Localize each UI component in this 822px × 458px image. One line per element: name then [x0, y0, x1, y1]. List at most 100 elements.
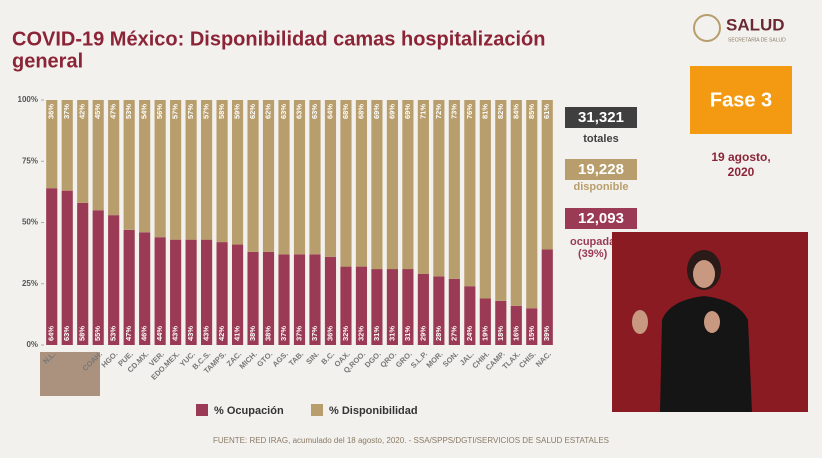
value-label: 32% — [341, 326, 350, 341]
value-label: 71% — [418, 104, 427, 119]
x-tick-label: CHIS. — [517, 349, 538, 370]
bar-segment — [340, 100, 352, 267]
bar-segment — [355, 266, 368, 345]
bar-segment — [526, 100, 538, 309]
stat-value: 31,321 — [578, 109, 624, 126]
bar-segment — [77, 100, 89, 203]
phase: Fase 3 — [710, 89, 772, 111]
y-tick-label: 50% — [22, 218, 38, 227]
bar-segment — [231, 100, 244, 245]
value-label: 31% — [372, 326, 381, 341]
title: COVID-19 México: Disponibilidad camas ho… — [12, 28, 545, 50]
value-label: 32% — [356, 326, 365, 341]
value-label: 42% — [217, 326, 226, 341]
bar-segment — [139, 232, 151, 345]
x-tick-label: S.L.P. — [409, 349, 429, 369]
bar-segment — [61, 100, 73, 191]
x-tick-label: NAC. — [534, 349, 553, 368]
bar-segment — [510, 100, 522, 306]
bar-segment — [139, 100, 151, 233]
value-label: 31% — [387, 326, 396, 341]
value-label: 64% — [325, 104, 334, 119]
stat-box — [565, 159, 637, 180]
bar-segment — [77, 202, 89, 345]
value-label: 72% — [434, 104, 443, 119]
value-label: 37% — [310, 326, 319, 341]
value-label: 36% — [47, 104, 56, 119]
x-tick-label: GTO. — [255, 349, 274, 368]
bar-segment — [448, 100, 460, 279]
legend-swatch — [311, 404, 323, 416]
value-label: 16% — [511, 326, 520, 341]
value-label: 38% — [248, 326, 257, 341]
bar-segment — [355, 100, 368, 267]
bar-segment — [92, 100, 104, 211]
bar-segment — [448, 278, 460, 345]
value-label: 61% — [542, 104, 551, 119]
bar-segment — [371, 100, 383, 270]
bar-segment — [433, 100, 445, 277]
bar-segment — [386, 269, 398, 345]
title: general — [12, 50, 83, 72]
bar-segment — [123, 229, 135, 345]
value-label: 62% — [248, 104, 257, 119]
y-tick-label: 0% — [26, 340, 38, 349]
bar-segment — [386, 100, 398, 270]
hand — [704, 311, 720, 333]
value-label: 69% — [403, 104, 412, 119]
value-label: 63% — [310, 104, 319, 119]
bar-segment — [402, 100, 414, 270]
stat-box — [565, 208, 637, 229]
y-tick-label: 100% — [18, 95, 38, 104]
value-label: 62% — [264, 104, 273, 119]
value-label: 68% — [341, 104, 350, 119]
y-tick-label: 75% — [22, 156, 38, 165]
value-label: 42% — [78, 104, 87, 119]
bar-segment — [247, 251, 259, 345]
x-tick-label: MICH. — [237, 349, 258, 370]
value-label: 27% — [449, 326, 458, 341]
x-tick-label: MOR. — [424, 349, 444, 369]
hand — [632, 310, 648, 334]
bar-segment — [216, 100, 228, 243]
x-tick-label: SON. — [441, 349, 460, 368]
bar-segment — [231, 244, 244, 345]
bar-segment — [278, 254, 290, 345]
legend-swatch — [196, 404, 208, 416]
value-label: 81% — [480, 104, 489, 119]
x-tick-label: AGS. — [270, 349, 289, 368]
bar-segment — [495, 300, 507, 345]
date: 19 agosto, — [711, 150, 770, 164]
bar-segment — [402, 269, 414, 345]
bar-segment — [371, 269, 383, 345]
bar-segment — [293, 254, 306, 345]
x-tick-label: SIN. — [304, 349, 321, 366]
value-label: 55% — [93, 326, 102, 341]
bar-segment — [433, 276, 445, 345]
stat-value: 19,228 — [578, 161, 624, 178]
value-label: 53% — [124, 104, 133, 119]
value-label: 58% — [217, 104, 226, 119]
bar-segment — [108, 215, 120, 345]
value-label: 29% — [418, 326, 427, 341]
value-label: 53% — [109, 326, 118, 341]
value-label: 69% — [372, 104, 381, 119]
bar-segment — [541, 100, 553, 250]
x-tick-label: HGO. — [100, 349, 120, 369]
bar-segment — [324, 256, 337, 345]
value-label: 63% — [62, 326, 71, 341]
value-label: 57% — [171, 104, 180, 119]
bar-segment — [154, 237, 166, 345]
bar-segment — [262, 251, 275, 345]
value-label: 68% — [356, 104, 365, 119]
value-label: 63% — [279, 104, 288, 119]
value-label: 18% — [496, 326, 505, 341]
bar-segment — [541, 249, 553, 345]
bar-segment — [526, 308, 538, 345]
value-label: 76% — [465, 104, 474, 119]
video-panel — [612, 232, 808, 412]
stat-value: 12,093 — [578, 210, 624, 227]
bar-segment — [479, 298, 491, 345]
value-label: 43% — [202, 326, 211, 341]
